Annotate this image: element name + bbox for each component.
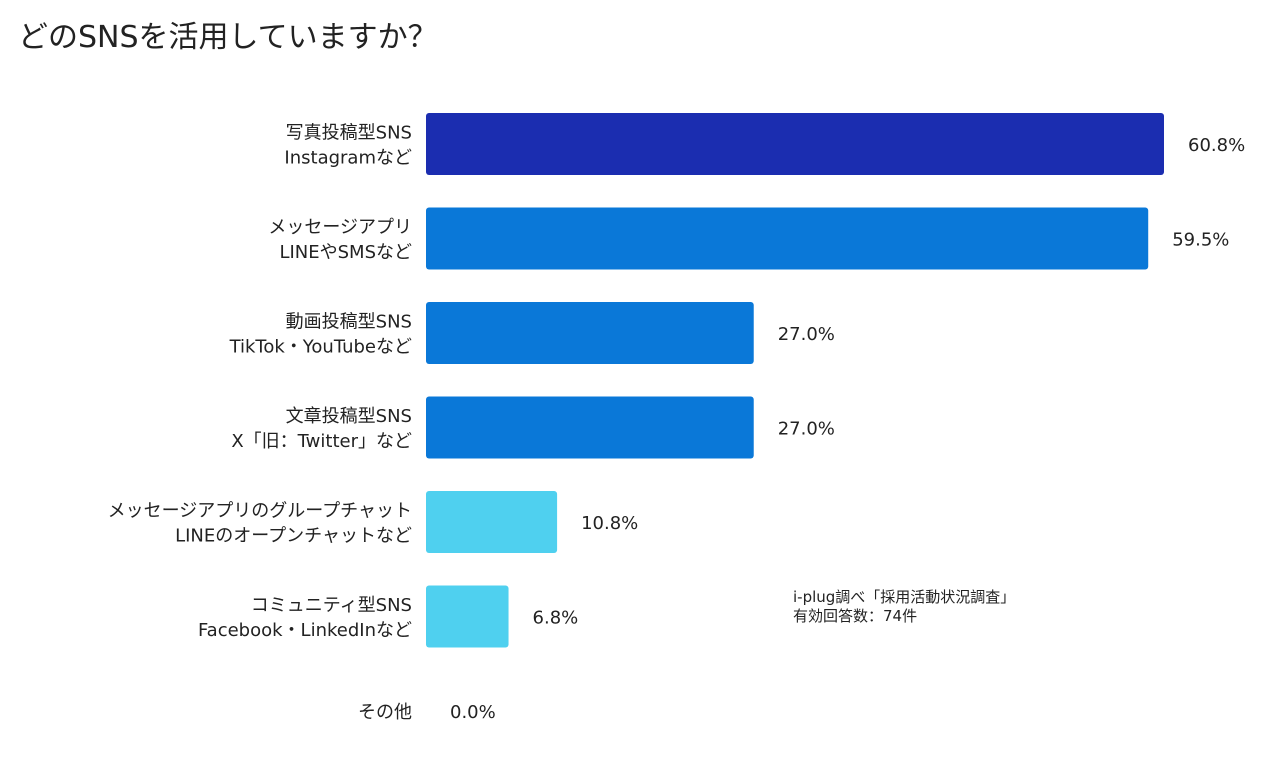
category-label-3-line-1: X「旧：Twitter」など bbox=[231, 431, 412, 452]
bar-4 bbox=[426, 491, 558, 553]
bar-0 bbox=[426, 113, 1164, 175]
category-label-5-line-1: Facebook・LinkedInなど bbox=[198, 620, 412, 641]
chart-title: どのSNSを活用していますか？ bbox=[18, 20, 438, 55]
value-label-0: 60.8% bbox=[1188, 135, 1245, 156]
category-label-5-line-0: コミュニティ型SNS bbox=[251, 595, 412, 616]
category-label-4-line-1: LINEのオープンチャットなど bbox=[175, 526, 412, 547]
value-label-3: 27.0% bbox=[778, 419, 835, 440]
source-note: i-plug調べ「採用活動状況調査」 有効回答数：74件 bbox=[793, 588, 1015, 626]
category-label-1-line-1: LINEやSMSなど bbox=[279, 242, 412, 263]
category-label-2-line-0: 動画投稿型SNS bbox=[286, 312, 412, 333]
bar-2 bbox=[426, 302, 754, 364]
category-label-1-line-0: メッセージアプリ bbox=[268, 217, 412, 238]
bar-1 bbox=[426, 207, 1149, 270]
category-label-0-line-1: Instagramなど bbox=[284, 148, 412, 169]
value-label-6: 0.0% bbox=[450, 702, 496, 723]
value-label-1: 59.5% bbox=[1172, 230, 1229, 251]
value-label-5: 6.8% bbox=[533, 608, 579, 629]
category-label-2-line-1: TikTok・YouTubeなど bbox=[229, 337, 412, 358]
bar-5 bbox=[426, 585, 509, 648]
category-label-0-line-0: 写真投稿型SNS bbox=[286, 123, 412, 144]
value-label-2: 27.0% bbox=[778, 324, 835, 345]
source-note-line-1: i-plug調べ「採用活動状況調査」 bbox=[793, 588, 1016, 606]
value-label-4: 10.8% bbox=[581, 513, 638, 534]
category-label-3-line-0: 文章投稿型SNS bbox=[286, 406, 412, 427]
source-note-line-2: 有効回答数：74件 bbox=[793, 607, 918, 625]
category-label-6-line-0: その他 bbox=[358, 702, 412, 723]
bar-3 bbox=[426, 396, 754, 459]
category-label-4-line-0: メッセージアプリのグループチャット bbox=[108, 501, 412, 522]
